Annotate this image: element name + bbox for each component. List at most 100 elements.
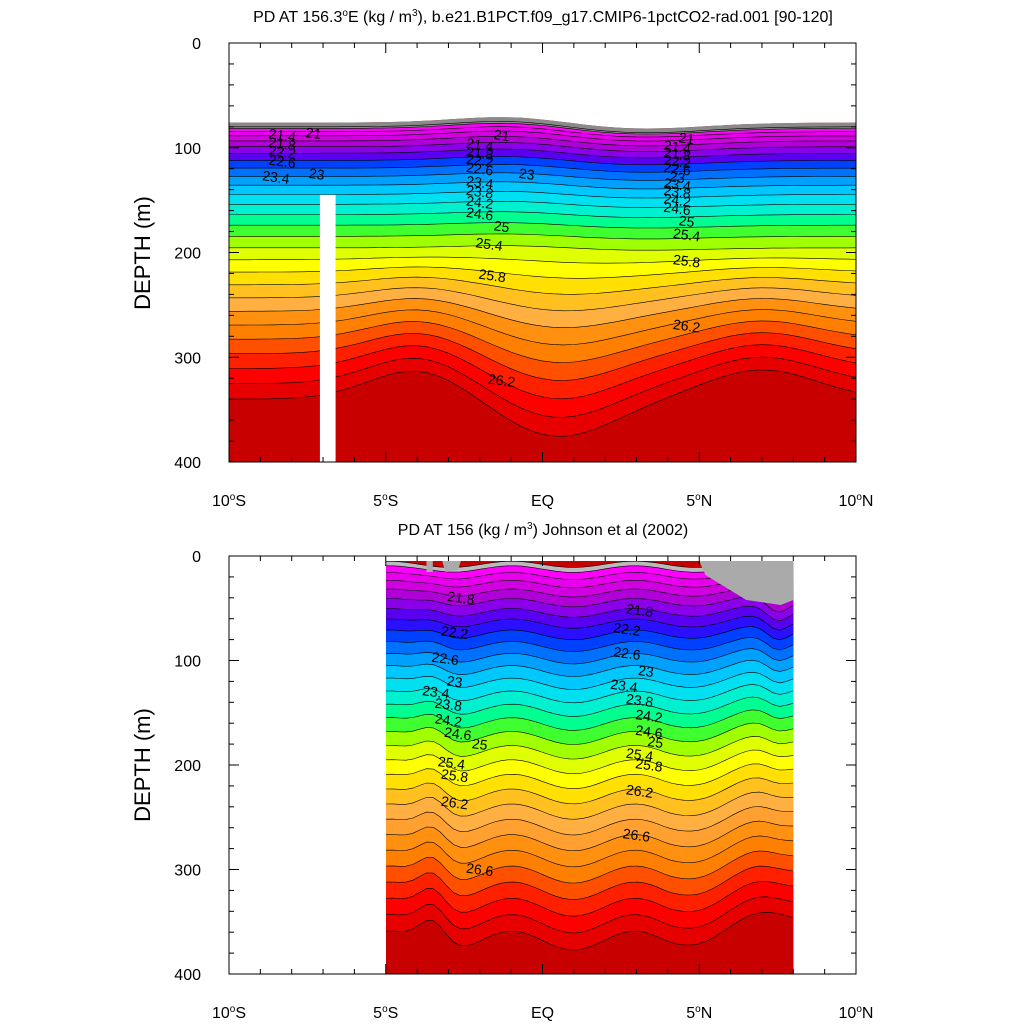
contour-line <box>386 835 794 868</box>
contour-line <box>386 777 794 805</box>
contour-line <box>229 121 856 134</box>
contour-label: 23.4 <box>465 172 494 192</box>
y-tick-label: 400 <box>174 967 201 984</box>
y-tick-label: 200 <box>174 246 201 263</box>
contour-label: 26.2 <box>487 370 516 390</box>
contour-line <box>386 606 794 622</box>
contour-band <box>229 369 856 462</box>
contour-line <box>386 684 794 704</box>
above-outcrop <box>229 43 856 129</box>
y-tick-label: 100 <box>174 654 201 671</box>
contour-label: 25 <box>678 212 696 230</box>
bottom-contour-fills <box>386 561 794 974</box>
contour-label: 25.8 <box>478 266 507 286</box>
contour-line <box>386 709 794 731</box>
y-tick-label: 300 <box>174 863 201 880</box>
contour-line <box>386 749 794 775</box>
contour-label: 22.2 <box>663 152 692 172</box>
bottom-panel: PD AT 156 (kg / m3) Johnson et al (2002)… <box>130 521 873 1022</box>
contour-label: 23.8 <box>465 182 494 202</box>
bottom-ylabel: DEPTH (m) <box>130 708 155 822</box>
contour-line <box>386 881 794 917</box>
y-tick-label: 100 <box>174 141 201 158</box>
contour-label: 23 <box>308 165 326 183</box>
contour-line <box>386 806 794 836</box>
bottom-missing-data <box>426 561 794 605</box>
contour-line <box>386 696 794 717</box>
contour-label: 25 <box>471 735 489 753</box>
y-tick-label: 0 <box>192 549 201 566</box>
contour-label: 21.8 <box>465 143 494 163</box>
y-tick-label: 300 <box>174 350 201 367</box>
outcrop-gray-band <box>229 117 856 135</box>
contour-line <box>229 126 856 138</box>
contour-label: 22.6 <box>465 159 494 179</box>
contour-label: 23.4 <box>261 167 290 187</box>
x-tick-label: EQ <box>531 493 554 510</box>
y-tick-label: 200 <box>174 758 201 775</box>
contour-line <box>229 123 856 135</box>
contour-label: 23 <box>668 168 686 186</box>
contour-line <box>386 736 794 760</box>
contour-label: 26.2 <box>440 793 469 813</box>
contour-line <box>386 896 794 934</box>
bottom-plot-area: 21.822.222.62323.423.824.224.62525.425.8… <box>228 555 857 975</box>
contour-line <box>386 626 794 641</box>
contour-label: 25.4 <box>437 753 466 773</box>
contour-label: 22.2 <box>612 619 641 639</box>
contour-line <box>229 135 856 147</box>
contour-label: 24.6 <box>465 204 494 224</box>
contour-label: 21.4 <box>465 135 494 155</box>
contour-line <box>229 163 856 173</box>
contour-line <box>229 142 856 152</box>
contour-label: 26.2 <box>625 781 654 801</box>
contour-label: 23 <box>637 662 655 680</box>
missing-patch <box>442 561 461 572</box>
contour-label: 25.4 <box>625 745 654 765</box>
contour-line <box>229 181 856 190</box>
contour-label: 23.4 <box>609 676 638 696</box>
contour-label: 25.4 <box>672 225 701 245</box>
contour-label: 23.4 <box>663 175 692 195</box>
contour-label: 24.6 <box>443 724 472 744</box>
top-missing-column <box>319 194 336 462</box>
contour-label: 25.8 <box>672 251 701 271</box>
x-tick-label: 5oN <box>686 1004 712 1022</box>
contour-band <box>386 912 794 974</box>
contour-label: 21.4 <box>268 125 297 145</box>
contour-line <box>386 596 794 613</box>
contour-label: 22.2 <box>268 142 297 162</box>
contour-line <box>229 172 856 181</box>
missing-patch <box>699 561 794 605</box>
contour-label: 25 <box>647 733 665 751</box>
bottom-contour-labels: 21.822.222.62323.423.824.224.62525.425.8… <box>421 588 664 879</box>
contour-label: 22.6 <box>612 643 641 663</box>
top-axes: 0 100 200 300 400 10oS 5oS EQ 5oN 10oN <box>174 36 873 510</box>
top-contour-labels: 2121.421.822.222.62323.42121.421.822.222… <box>261 124 701 390</box>
contour-label: 23.8 <box>663 182 692 202</box>
contour-line <box>229 190 856 199</box>
y-tick-label: 0 <box>192 36 201 53</box>
contour-line <box>386 587 794 605</box>
contour-line <box>386 865 794 900</box>
contour-label: 25.8 <box>634 755 663 775</box>
x-tick-label: 10oS <box>212 1004 246 1022</box>
contour-label: 21.8 <box>625 600 654 620</box>
contour-label: 22.2 <box>440 622 469 642</box>
contour-label: 26.2 <box>672 316 701 336</box>
top-ylabel: DEPTH (m) <box>130 196 155 310</box>
contour-line <box>386 791 794 820</box>
contour-line <box>386 637 794 652</box>
contour-line <box>386 820 794 852</box>
contour-label: 26.6 <box>622 825 651 845</box>
contour-label: 23.8 <box>625 690 654 710</box>
x-tick-label: 5oN <box>686 492 712 510</box>
contour-line <box>386 648 794 665</box>
x-tick-label: 5oS <box>373 492 398 510</box>
contour-label: 22.2 <box>465 150 494 170</box>
contour-label: 25.4 <box>475 234 504 254</box>
top-contour-fills <box>229 43 856 462</box>
contour-label: 23.8 <box>434 695 463 715</box>
contour-line <box>386 722 794 745</box>
